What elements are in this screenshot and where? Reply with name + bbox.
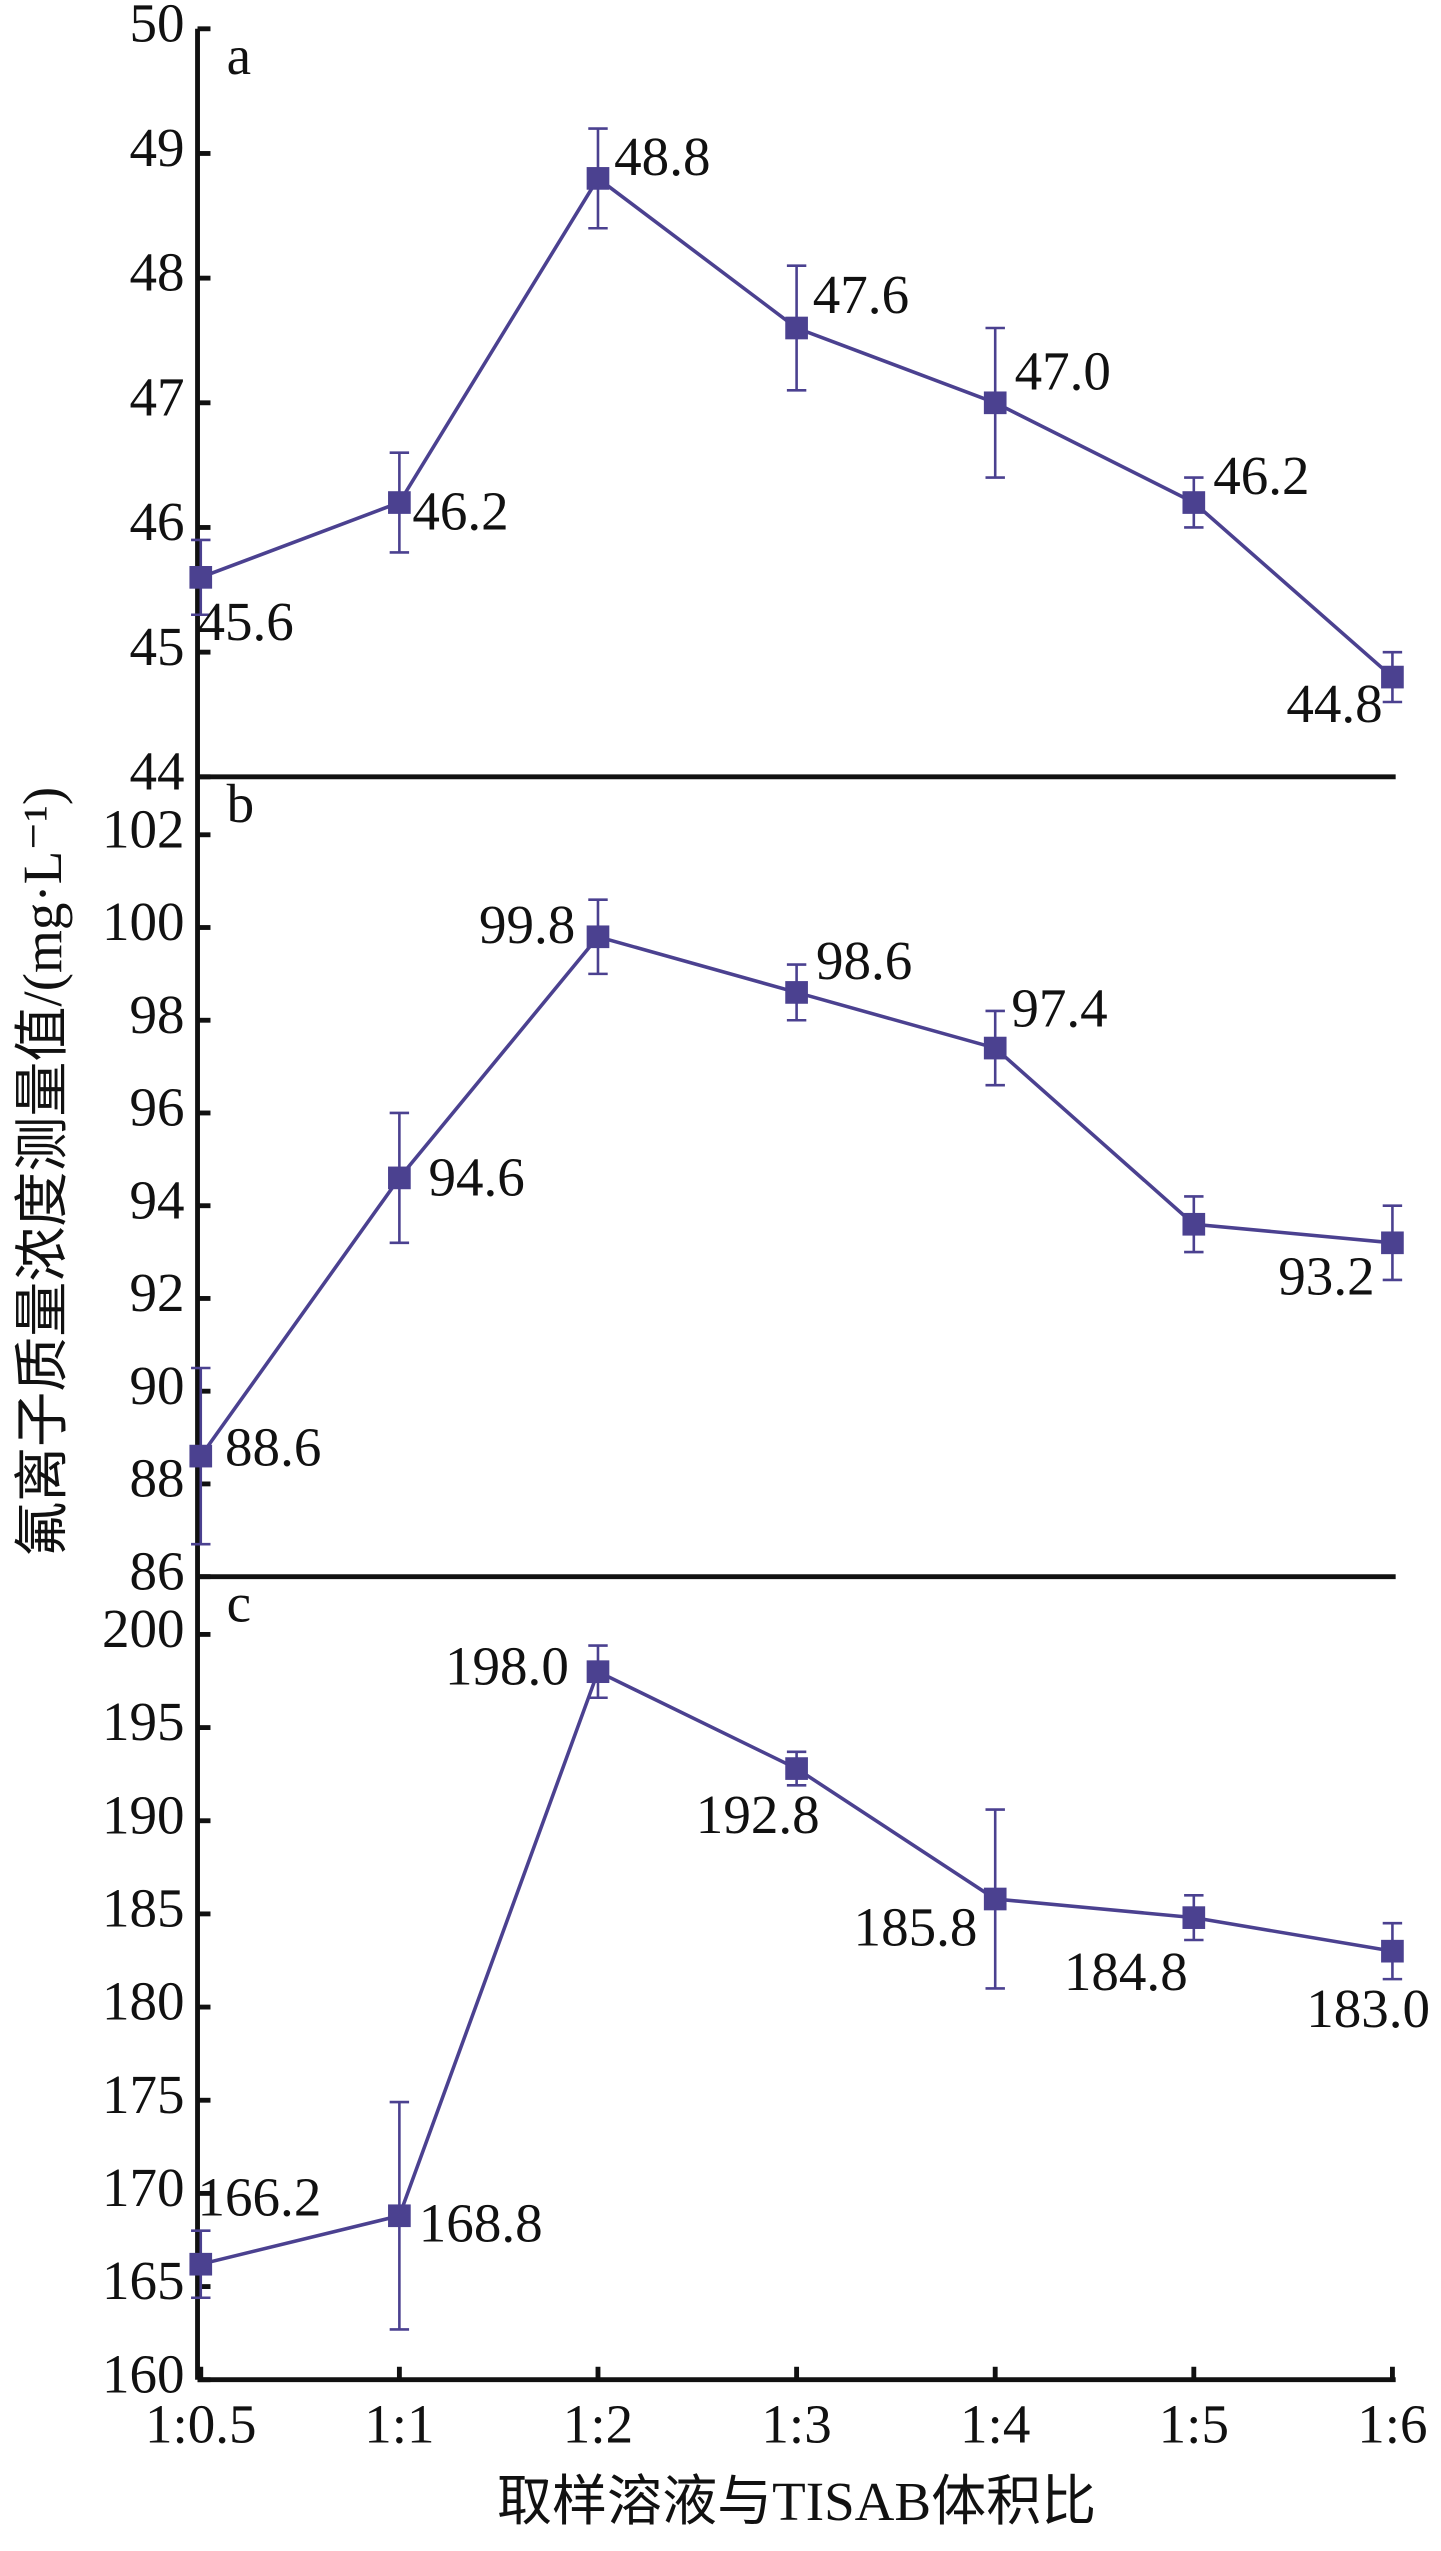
- y-tick-label: 190: [102, 1784, 185, 1845]
- data-label: 94.6: [429, 1146, 525, 1207]
- y-tick-label: 160: [102, 2343, 185, 2404]
- x-axis-label: 取样溶液与TISAB体积比: [497, 2471, 1096, 2532]
- data-label: 185.8: [854, 1897, 978, 1958]
- y-tick-label: 48: [130, 242, 185, 303]
- data-label: 46.2: [1213, 445, 1309, 506]
- data-point: [785, 981, 808, 1004]
- x-tick-label: 1:3: [761, 2394, 831, 2455]
- data-point: [1381, 665, 1404, 689]
- y-tick-label: 180: [102, 1971, 185, 2032]
- data-point: [388, 1166, 411, 1190]
- x-tick-label: 1:2: [563, 2394, 633, 2455]
- data-point: [1381, 1939, 1404, 1963]
- y-tick-label: 195: [102, 1691, 185, 1752]
- data-label: 93.2: [1278, 1245, 1374, 1306]
- data-line: [200, 175, 1394, 679]
- data-label: 88.6: [225, 1416, 321, 1477]
- x-tick-label: 1:5: [1159, 2394, 1229, 2455]
- panel-label: b: [227, 773, 255, 834]
- data-point: [983, 1036, 1007, 1060]
- y-tick-label: 92: [130, 1262, 185, 1323]
- data-point: [586, 1660, 610, 1684]
- y-tick-label: 185: [102, 1878, 185, 1939]
- y-tick-label: 46: [130, 491, 185, 552]
- y-tick-label: 98: [130, 984, 185, 1045]
- data-label: 45.6: [198, 591, 294, 652]
- x-tick-label: 1:6: [1357, 2394, 1427, 2455]
- y-tick-label: 96: [130, 1077, 185, 1138]
- y-tick-label: 50: [130, 0, 185, 53]
- y-tick-label: 49: [130, 117, 185, 178]
- data-label: 46.2: [412, 481, 508, 542]
- y-tick-label: 94: [130, 1169, 185, 1230]
- data-label: 48.8: [614, 126, 710, 187]
- x-tick-label: 1:0.5: [145, 2394, 257, 2455]
- data-label: 97.4: [1011, 978, 1107, 1039]
- data-label: 47.6: [813, 264, 909, 325]
- data-point: [1182, 491, 1206, 514]
- y-tick-label: 88: [130, 1448, 185, 1509]
- y-tick-label: 45: [130, 616, 185, 677]
- data-point: [983, 391, 1007, 415]
- y-tick-label: 100: [102, 891, 185, 952]
- data-label: 192.8: [696, 1784, 820, 1845]
- y-tick-label: 44: [130, 740, 185, 801]
- y-tick-label: 200: [102, 1598, 185, 1659]
- y-tick-label: 90: [130, 1355, 185, 1416]
- data-label: 198.0: [445, 1635, 569, 1696]
- data-point: [1381, 1231, 1404, 1255]
- y-axis-label: 氟离子质量浓度测量值/(mg·L⁻¹): [12, 787, 73, 1557]
- y-tick-label: 102: [102, 798, 185, 859]
- y-tick-label: 165: [102, 2250, 185, 2311]
- data-label: 183.0: [1306, 1978, 1430, 2039]
- data-point: [388, 491, 411, 514]
- y-tick-label: 86: [130, 1540, 185, 1601]
- data-point: [189, 2252, 213, 2276]
- data-point: [189, 566, 213, 589]
- y-tick-label: 47: [130, 366, 185, 427]
- panel-label: a: [227, 25, 251, 86]
- data-label: 44.8: [1286, 673, 1382, 734]
- data-point: [983, 1887, 1007, 1911]
- data-label: 184.8: [1064, 1941, 1188, 2002]
- data-point: [586, 925, 610, 949]
- panel-label: c: [227, 1573, 251, 1634]
- data-label: 47.0: [1015, 341, 1111, 402]
- data-point: [1182, 1212, 1206, 1236]
- data-label: 98.6: [816, 930, 912, 991]
- y-tick-label: 170: [102, 2157, 185, 2218]
- data-point: [1182, 1906, 1206, 1929]
- data-point: [586, 167, 610, 190]
- x-tick-label: 1:4: [960, 2394, 1030, 2455]
- data-label: 166.2: [198, 2166, 322, 2227]
- data-point: [189, 1444, 213, 1468]
- y-tick-label: 175: [102, 2064, 185, 2125]
- data-label: 99.8: [479, 894, 575, 955]
- x-tick-label: 1:1: [364, 2394, 434, 2455]
- data-label: 168.8: [419, 2192, 543, 2253]
- data-point: [785, 1757, 808, 1780]
- data-point: [388, 2204, 411, 2228]
- data-point: [785, 316, 808, 340]
